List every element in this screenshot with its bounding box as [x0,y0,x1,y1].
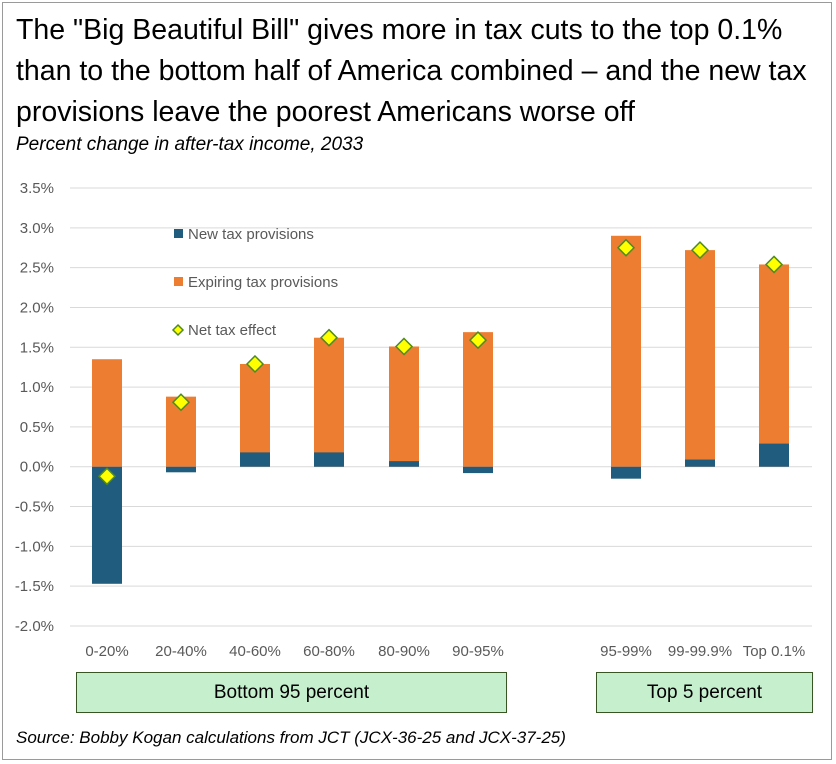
net-effect-marker [616,238,636,257]
bar-new [759,443,789,467]
bar-expiring [463,332,493,467]
net-effect-marker [97,467,117,486]
group-label-top: Top 5 percent [596,672,813,713]
chart-subtitle: Percent change in after-tax income, 2033 [16,134,364,155]
y-tick-label: 3.5% [20,180,54,197]
net-effect-marker [319,328,339,347]
y-tick-label: -1.0% [15,538,54,555]
net-effect-marker [245,354,265,374]
y-tick-label: 1.0% [20,379,54,396]
bar-new [166,466,196,473]
x-category-label: 90-95% [452,643,504,660]
bar-expiring [389,346,419,467]
chart-title: The "Big Beautiful Bill" gives more in t… [16,14,807,128]
legend-swatch-new [174,229,183,238]
bar-new [463,466,493,474]
x-category-label: 40-60% [229,643,281,660]
y-tick-label: 1.5% [20,339,54,356]
net-effect-marker [394,337,414,356]
x-category-label: 80-90% [378,643,430,660]
bar-expiring [314,337,344,467]
bar-new [685,459,715,467]
y-tick-label: -2.0% [15,618,54,635]
bar-expiring [611,235,641,467]
y-tick-label: -0.5% [15,499,54,516]
y-tick-label: -1.5% [15,578,54,595]
x-category-label: 60-80% [303,643,355,660]
legend-label: New tax provisions [188,226,314,243]
y-tick-label: 0.5% [20,419,54,436]
x-category-label: 99-99.9% [668,643,732,660]
net-effect-marker [764,255,784,274]
y-tick-label: 3.0% [20,220,54,237]
bar-new [389,461,419,467]
y-tick-label: 0.0% [20,459,54,476]
net-effect-marker [468,331,488,350]
x-category-label: 0-20% [85,643,128,660]
x-category-label: 95-99% [600,643,652,660]
net-effect-marker [690,241,710,260]
x-category-label: Top 0.1% [743,643,806,660]
bar-expiring [240,363,270,467]
bar-new [240,452,270,467]
bar-expiring [685,250,715,467]
bar-new [92,466,122,584]
source-note: Source: Bobby Kogan calculations from JC… [16,728,566,747]
y-tick-label: 2.0% [20,299,54,316]
legend-swatch-expiring [174,277,183,286]
bar-new [611,466,641,479]
group-label-bottom: Bottom 95 percent [76,672,507,713]
y-tick-label: 2.5% [20,260,54,277]
bar-expiring [759,264,789,467]
x-category-label: 20-40% [155,643,207,660]
legend-label: Net tax effect [188,322,277,339]
bar-new [314,452,344,467]
legend-swatch-net [171,323,185,337]
net-effect-marker [171,393,191,412]
bar-expiring [92,359,122,467]
legend-label: Expiring tax provisions [188,274,338,291]
